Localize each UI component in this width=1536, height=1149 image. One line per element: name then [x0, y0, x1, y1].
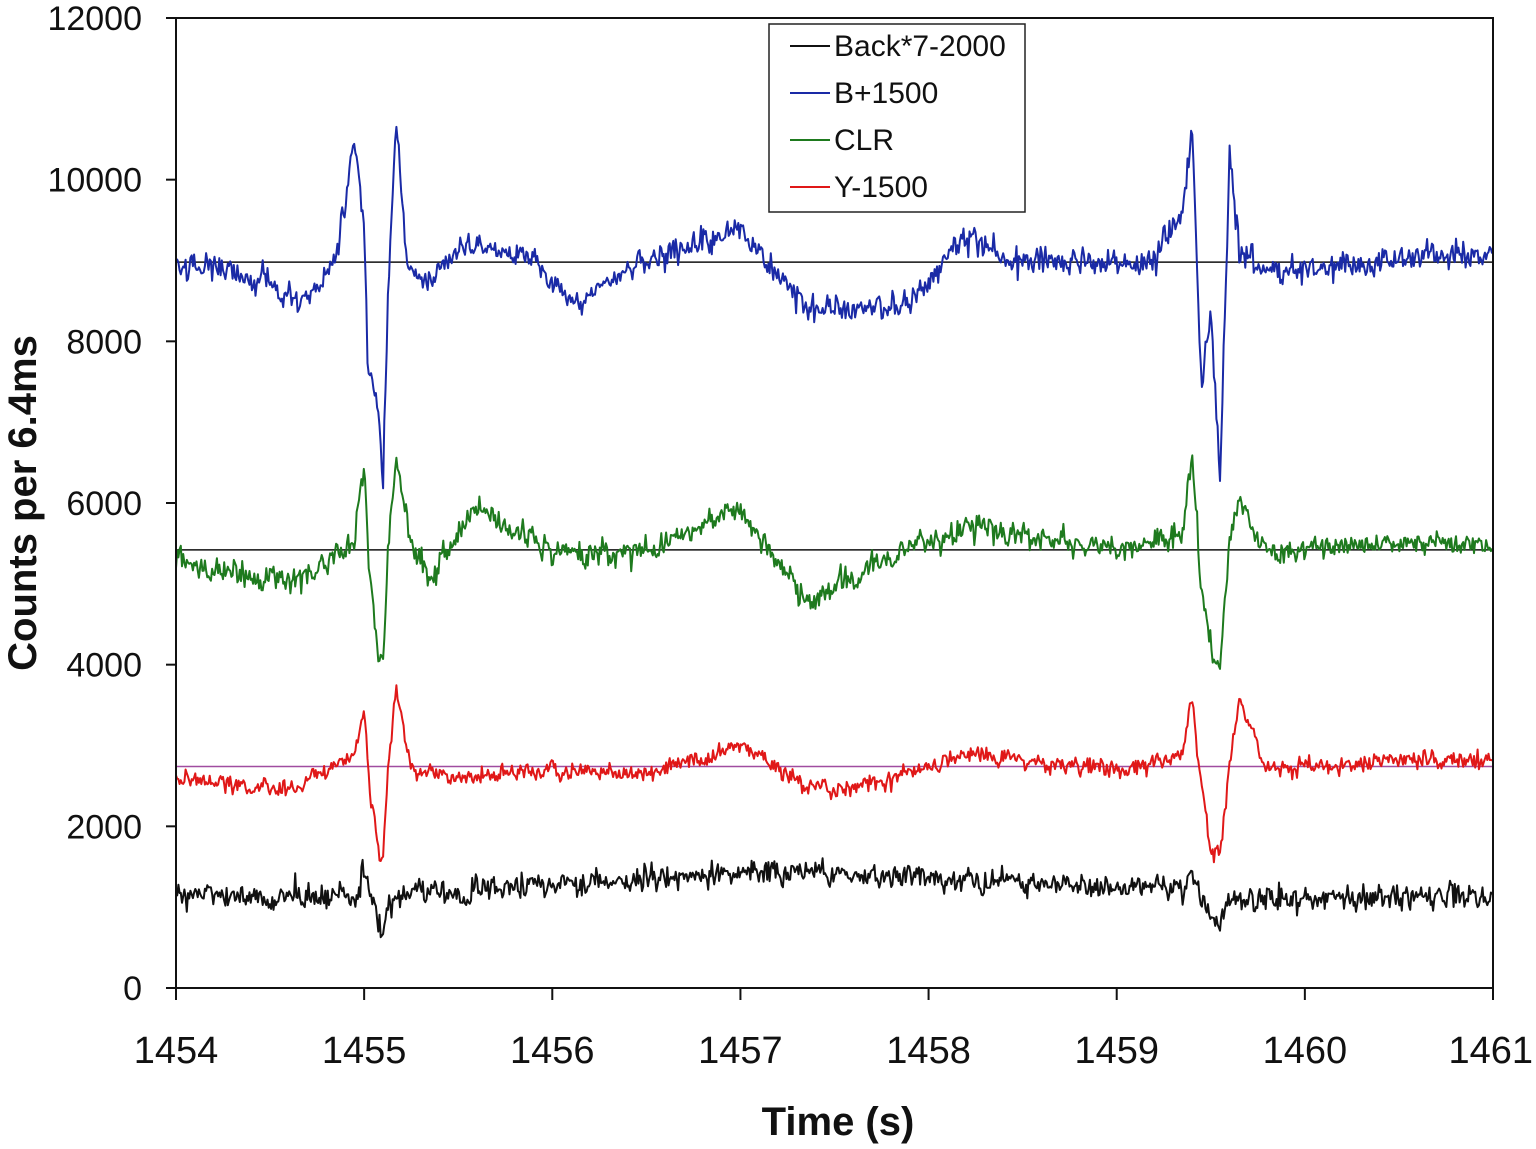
y-tick-label: 8000	[66, 323, 142, 361]
y-tick-label: 2000	[66, 808, 142, 846]
x-tick-label: 1456	[510, 1030, 595, 1072]
series-line-clr	[175, 454, 1494, 670]
legend-label: Y-1500	[834, 171, 928, 204]
x-axis: 1454 1455 1456 1457 1458 1459 1460 1461	[134, 988, 1533, 1072]
x-tick-label: 1461	[1448, 1030, 1533, 1072]
y-tick-label: 0	[123, 970, 142, 1008]
y-tick-label: 12000	[47, 0, 142, 38]
series-line-b-1500	[175, 125, 1494, 490]
x-tick-label: 1455	[322, 1030, 407, 1072]
y-axis: 0 2000 4000 6000 8000 10000 12000	[47, 0, 176, 1008]
x-tick-label: 1454	[134, 1030, 219, 1072]
series-line-y-1500	[175, 684, 1493, 864]
y-tick-label: 6000	[66, 485, 142, 523]
legend-box	[768, 23, 1026, 213]
y-axis-title: Counts per 6.4ms	[1, 335, 45, 671]
x-tick-label: 1460	[1263, 1030, 1348, 1072]
legend-label: CLR	[834, 124, 894, 157]
x-axis-title: Time (s)	[762, 1100, 915, 1144]
x-tick-label: 1457	[698, 1030, 783, 1072]
legend-label: B+1500	[834, 77, 938, 110]
legend: Back*7-2000 B+1500 CLR Y-1500	[768, 23, 1026, 213]
reference-lines	[176, 261, 1493, 768]
series-line-back-7-2000	[175, 857, 1493, 939]
y-tick-label: 10000	[47, 162, 142, 200]
y-tick-label: 4000	[66, 647, 142, 685]
series-layer	[175, 125, 1494, 939]
legend-label: Back*7-2000	[834, 30, 1006, 63]
x-tick-label: 1459	[1074, 1030, 1159, 1072]
x-tick-label: 1458	[886, 1030, 971, 1072]
